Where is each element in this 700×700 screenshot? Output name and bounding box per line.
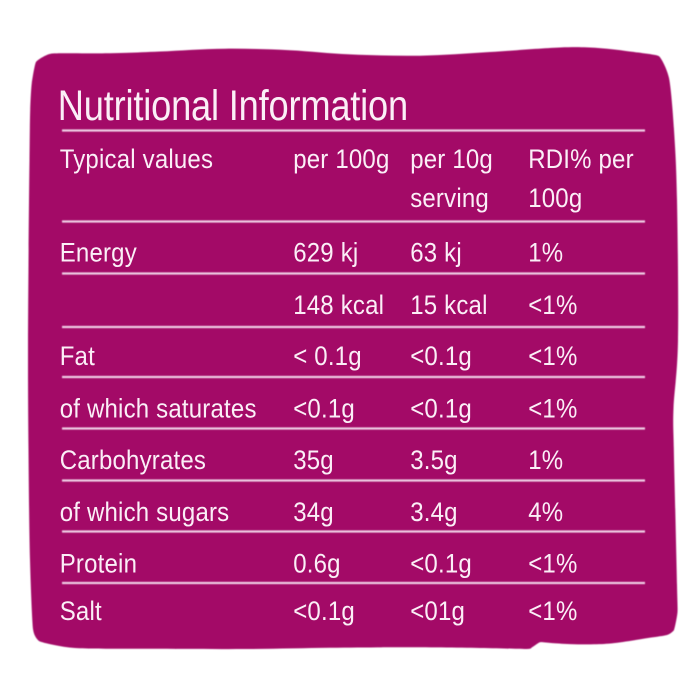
- svg-text:RDI% per: RDI% per: [528, 145, 634, 175]
- svg-text:3.4g: 3.4g: [410, 498, 457, 528]
- svg-text:<01g: <01g: [410, 597, 465, 627]
- svg-text:Fat: Fat: [60, 342, 95, 372]
- svg-text:<0.1g: <0.1g: [410, 549, 472, 579]
- svg-text:<1%: <1%: [528, 342, 577, 372]
- svg-text:34g: 34g: [293, 498, 334, 528]
- svg-text:63 kj: 63 kj: [410, 238, 462, 268]
- svg-text:15 kcal: 15 kcal: [410, 291, 487, 321]
- svg-text:<0.1g: <0.1g: [410, 394, 472, 424]
- svg-text:per 100g: per 100g: [293, 145, 389, 175]
- svg-text:<1%: <1%: [528, 291, 577, 321]
- svg-text:Typical values: Typical values: [60, 145, 213, 175]
- svg-text:< 0.1g: < 0.1g: [293, 342, 362, 372]
- svg-text:<0.1g: <0.1g: [410, 342, 472, 372]
- svg-text:0.6g: 0.6g: [293, 549, 340, 579]
- svg-text:<0.1g: <0.1g: [293, 394, 355, 424]
- svg-text:<1%: <1%: [528, 597, 577, 627]
- svg-text:629 kj: 629 kj: [293, 238, 358, 268]
- svg-text:1%: 1%: [528, 238, 563, 268]
- svg-text:<1%: <1%: [528, 549, 577, 579]
- svg-text:4%: 4%: [528, 498, 563, 528]
- svg-text:Salt: Salt: [60, 597, 102, 627]
- svg-text:100g: 100g: [528, 184, 582, 214]
- svg-text:of which sugars: of which sugars: [60, 498, 230, 528]
- svg-text:Nutritional Information: Nutritional Information: [58, 82, 408, 129]
- svg-text:Energy: Energy: [60, 238, 137, 268]
- svg-text:35g: 35g: [293, 446, 334, 476]
- svg-text:1%: 1%: [528, 446, 563, 476]
- svg-text:serving: serving: [410, 184, 489, 214]
- svg-text:3.5g: 3.5g: [410, 446, 457, 476]
- svg-text:Carbohyrates: Carbohyrates: [60, 446, 206, 476]
- svg-text:of which saturates: of which saturates: [60, 394, 257, 424]
- svg-text:<1%: <1%: [528, 394, 577, 424]
- svg-text:148 kcal: 148 kcal: [293, 291, 384, 321]
- svg-text:<0.1g: <0.1g: [293, 597, 355, 627]
- svg-text:per 10g: per 10g: [410, 145, 493, 175]
- svg-text:Protein: Protein: [60, 549, 137, 579]
